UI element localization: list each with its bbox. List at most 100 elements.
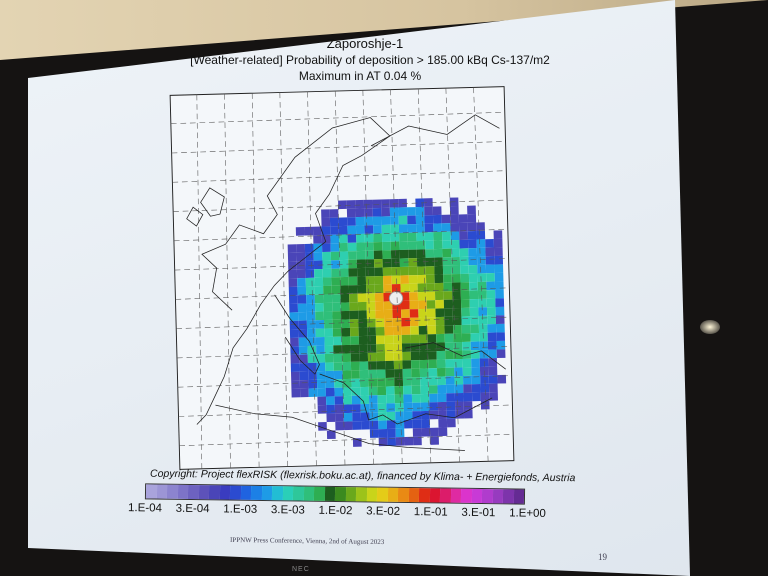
plume-cell <box>312 226 322 236</box>
plume-cell <box>401 309 410 319</box>
plume-cell <box>381 216 391 225</box>
plume-cell <box>346 208 356 218</box>
plume-cell <box>324 353 334 363</box>
plume-cell <box>436 350 446 360</box>
plume-cell <box>372 207 382 217</box>
plume-cell <box>493 247 503 257</box>
plume-cell <box>366 293 376 302</box>
plume-cell <box>386 411 396 421</box>
plume-cell <box>364 233 374 243</box>
plume-cell <box>321 226 331 236</box>
plume-cell <box>365 267 375 277</box>
plume-cell <box>366 284 375 294</box>
plume-cell <box>342 361 352 371</box>
plume-cell <box>349 327 359 337</box>
plume-cell <box>432 214 442 224</box>
plume-cell <box>435 325 445 335</box>
legend-swatch <box>324 486 336 501</box>
plume-cell <box>477 256 486 266</box>
coastline <box>200 187 225 217</box>
plume-cell <box>452 307 462 317</box>
plume-cell <box>339 259 349 269</box>
legend-tick-label: 3.E-03 <box>270 504 305 517</box>
plume-cell <box>331 285 341 295</box>
plume-cell <box>366 310 376 319</box>
plume-cell <box>469 290 479 300</box>
plume-cell <box>462 341 471 351</box>
plume-cell <box>450 239 460 249</box>
plume-cell <box>364 225 374 234</box>
plume-cell <box>445 350 454 360</box>
plume-cell <box>403 419 413 429</box>
plume-cell <box>308 371 317 381</box>
plume-cell <box>395 411 404 421</box>
source-marker <box>388 291 404 306</box>
plume-cell <box>382 241 391 251</box>
plume-cell <box>377 377 386 387</box>
plume-cell <box>408 283 418 293</box>
plume-cell <box>427 342 437 352</box>
plume-cell <box>497 374 507 384</box>
deposition-map <box>169 86 515 470</box>
plume-cell <box>476 222 485 232</box>
legend-tick-label: 3.E-01 <box>461 506 496 520</box>
legend-swatch <box>408 488 420 503</box>
plume-cell <box>288 261 297 270</box>
plume-cell <box>486 307 496 316</box>
plume-cell <box>494 255 504 265</box>
plume-cell <box>348 259 358 269</box>
grid-parallel <box>175 287 510 300</box>
plume-cell <box>316 379 326 389</box>
plume-cell <box>458 214 468 223</box>
plume-cell <box>383 309 393 319</box>
plume-cell <box>308 388 318 397</box>
plume-cell <box>316 345 325 355</box>
plume-cell <box>442 240 452 249</box>
plume-cell <box>452 299 462 309</box>
plume-cell <box>322 243 331 253</box>
plume-cell <box>451 273 461 283</box>
plume-cell <box>373 250 383 260</box>
plume-cell <box>332 311 342 320</box>
plume-cell <box>433 223 443 233</box>
plume-cell <box>307 328 316 338</box>
plume-cell <box>399 258 409 268</box>
grid-meridian <box>362 90 374 465</box>
plume-cell <box>331 268 341 278</box>
plume-cell <box>461 333 471 342</box>
plume-cell <box>453 350 463 360</box>
grid-meridian <box>390 89 403 464</box>
plume-cell <box>393 335 402 344</box>
plume-cell <box>372 216 382 226</box>
plume-cell <box>394 403 404 412</box>
plume-cell <box>404 436 414 446</box>
plume-cell <box>381 207 391 217</box>
plume-cell <box>325 362 334 372</box>
plume-cell <box>332 319 342 329</box>
plume-cell <box>391 258 400 268</box>
plume-cell <box>398 207 408 217</box>
plume-cell <box>351 378 361 388</box>
plume-cell <box>392 326 402 336</box>
plume-cell <box>386 403 396 412</box>
plume-cell <box>412 428 422 437</box>
plume-cell <box>485 247 495 257</box>
legend-swatch <box>334 487 346 502</box>
legend-swatch <box>418 488 430 503</box>
plume-cell <box>348 276 358 286</box>
plume-cell <box>317 396 327 406</box>
plume-cell <box>478 298 487 308</box>
plume-cell <box>395 420 405 429</box>
plume-cell <box>437 401 447 411</box>
plume-cell <box>289 329 299 338</box>
plume-cell <box>315 320 325 329</box>
plume-cell <box>402 351 411 361</box>
plume-cell <box>393 360 403 370</box>
plume-cell <box>298 337 308 347</box>
plume-cell <box>446 393 456 402</box>
legend-swatch <box>313 486 325 501</box>
map-maximum: Maximum in AT 0.04 % <box>298 69 422 83</box>
plume-cell <box>357 267 366 277</box>
plume-cell <box>415 215 425 225</box>
plume-cell <box>412 402 421 412</box>
